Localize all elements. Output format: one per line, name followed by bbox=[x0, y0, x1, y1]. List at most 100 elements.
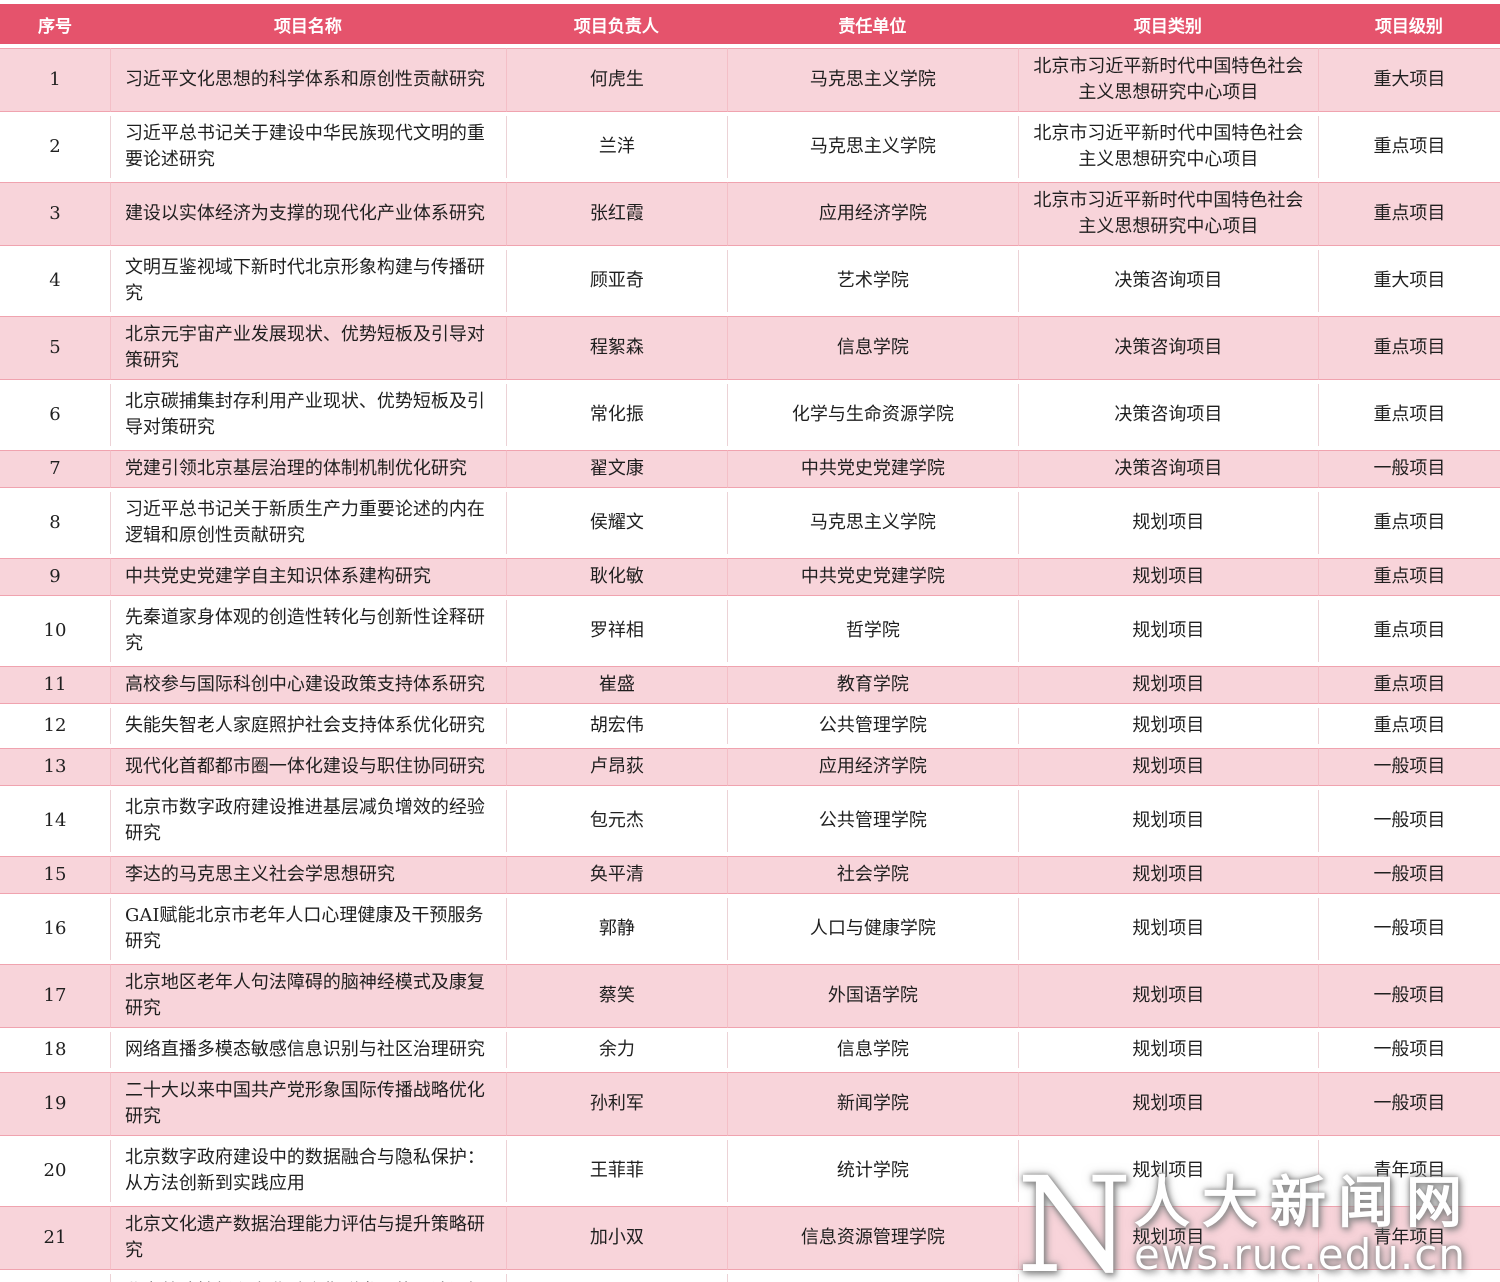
cell-category: 北京市习近平新时代中国特色社会主义思想研究中心项目 bbox=[1017, 116, 1318, 178]
cell-level: 重大项目 bbox=[1317, 250, 1500, 312]
cell-no: 15 bbox=[0, 856, 110, 894]
cell-category: 规划项目 bbox=[1017, 1072, 1318, 1136]
cell-name: 建设以实体经济为支撑的现代化产业体系研究 bbox=[109, 182, 506, 246]
cell-unit: 信息资源管理学院 bbox=[726, 1206, 1018, 1270]
cell-leader: 包元杰 bbox=[505, 790, 727, 852]
table-body: 1 习近平文化思想的科学体系和原创性贡献研究 何虎生 马克思主义学院 北京市习近… bbox=[0, 48, 1500, 1282]
cell-unit: 书报资料中心 bbox=[726, 1274, 1018, 1282]
cell-name: 李达的马克思主义社会学思想研究 bbox=[109, 856, 506, 894]
table-row: 10 先秦道家身体观的创造性转化与创新性诠释研究 罗祥相 哲学院 规划项目 重点… bbox=[0, 600, 1500, 662]
cell-level: 青年项目 bbox=[1317, 1140, 1500, 1202]
cell-unit: 中共党史党建学院 bbox=[726, 450, 1018, 488]
cell-unit: 马克思主义学院 bbox=[726, 116, 1018, 178]
column-header-level: 项目级别 bbox=[1317, 4, 1500, 44]
cell-category: 规划项目 bbox=[1017, 1206, 1318, 1270]
cell-level: 一般项目 bbox=[1317, 748, 1500, 786]
cell-category: 规划项目 bbox=[1017, 600, 1318, 662]
cell-category: 规划项目 bbox=[1017, 856, 1318, 894]
cell-category: 规划项目 bbox=[1017, 1032, 1318, 1068]
cell-category: 规划项目 bbox=[1017, 558, 1318, 596]
cell-no: 21 bbox=[0, 1206, 110, 1270]
cell-no: 11 bbox=[0, 666, 110, 704]
cell-no: 5 bbox=[0, 316, 110, 380]
cell-level: 重点项目 bbox=[1317, 558, 1500, 596]
cell-level: 重点项目 bbox=[1317, 384, 1500, 446]
cell-no: 6 bbox=[0, 384, 110, 446]
table-row: 9 中共党史党建学自主知识体系建构研究 耿化敏 中共党史党建学院 规划项目 重点… bbox=[0, 558, 1500, 596]
cell-level: 一般项目 bbox=[1317, 790, 1500, 852]
cell-level: 重点项目 bbox=[1317, 316, 1500, 380]
cell-level: 青年项目 bbox=[1317, 1206, 1500, 1270]
cell-unit: 艺术学院 bbox=[726, 250, 1018, 312]
cell-unit: 化学与生命资源学院 bbox=[726, 384, 1018, 446]
cell-leader: 奂平清 bbox=[505, 856, 727, 894]
cell-name: 习近平总书记关于建设中华民族现代文明的重要论述研究 bbox=[109, 116, 506, 178]
cell-level: 青年项目 bbox=[1317, 1274, 1500, 1282]
cell-leader: 翟文康 bbox=[505, 450, 727, 488]
cell-category: 规划项目 bbox=[1017, 1140, 1318, 1202]
cell-name: 中共党史党建学自主知识体系建构研究 bbox=[109, 558, 506, 596]
cell-no: 18 bbox=[0, 1032, 110, 1068]
cell-leader: 崔盛 bbox=[505, 666, 727, 704]
column-header-leader: 项目负责人 bbox=[505, 4, 727, 44]
column-header-no: 序号 bbox=[0, 4, 110, 44]
table-row: 16 GAI赋能北京市老年人口心理健康及干预服务研究 郭静 人口与健康学院 规划… bbox=[0, 898, 1500, 960]
cell-category: 决策咨询项目 bbox=[1017, 250, 1318, 312]
cell-no: 10 bbox=[0, 600, 110, 662]
cell-no: 16 bbox=[0, 898, 110, 960]
cell-leader: 罗祥相 bbox=[505, 600, 727, 662]
table-row: 14 北京市数字政府建设推进基层减负增效的经验研究 包元杰 公共管理学院 规划项… bbox=[0, 790, 1500, 852]
cell-leader: 余力 bbox=[505, 1032, 727, 1068]
cell-level: 重点项目 bbox=[1317, 116, 1500, 178]
cell-unit: 中共党史党建学院 bbox=[726, 558, 1018, 596]
table-row: 2 习近平总书记关于建设中华民族现代文明的重要论述研究 兰洋 马克思主义学院 北… bbox=[0, 116, 1500, 178]
cell-level: 一般项目 bbox=[1317, 1072, 1500, 1136]
cell-no: 20 bbox=[0, 1140, 110, 1202]
cell-category: 决策咨询项目 bbox=[1017, 450, 1318, 488]
cell-leader: 孙利军 bbox=[505, 1072, 727, 1136]
table-row: 19 二十大以来中国共产党形象国际传播战略优化研究 孙利军 新闻学院 规划项目 … bbox=[0, 1072, 1500, 1136]
cell-no: 12 bbox=[0, 708, 110, 744]
cell-name: 二十大以来中国共产党形象国际传播战略优化研究 bbox=[109, 1072, 506, 1136]
cell-level: 一般项目 bbox=[1317, 856, 1500, 894]
cell-no: 17 bbox=[0, 964, 110, 1028]
cell-leader: 王菲菲 bbox=[505, 1140, 727, 1202]
cell-category: 规划项目 bbox=[1017, 790, 1318, 852]
column-header-category: 项目类别 bbox=[1017, 4, 1318, 44]
cell-unit: 公共管理学院 bbox=[726, 708, 1018, 744]
cell-level: 重大项目 bbox=[1317, 48, 1500, 112]
cell-unit: 马克思主义学院 bbox=[726, 48, 1018, 112]
cell-category: 规划项目 bbox=[1017, 898, 1318, 960]
cell-name: 现代化首都都市圈一体化建设与职住协同研究 bbox=[109, 748, 506, 786]
cell-no: 13 bbox=[0, 748, 110, 786]
header-row: 序号 项目名称 项目负责人 责任单位 项目类别 项目级别 bbox=[0, 4, 1500, 44]
cell-leader: 郭静 bbox=[505, 898, 727, 960]
table-row: 8 习近平总书记关于新质生产力重要论述的内在逻辑和原创性贡献研究 侯耀文 马克思… bbox=[0, 492, 1500, 554]
cell-level: 一般项目 bbox=[1317, 964, 1500, 1028]
cell-category: 规划项目 bbox=[1017, 748, 1318, 786]
cell-name: 习近平总书记关于新质生产力重要论述的内在逻辑和原创性贡献研究 bbox=[109, 492, 506, 554]
table-row: 4 文明互鉴视域下新时代北京形象构建与传播研究 顾亚奇 艺术学院 决策咨询项目 … bbox=[0, 250, 1500, 312]
cell-category: 北京市习近平新时代中国特色社会主义思想研究中心项目 bbox=[1017, 48, 1318, 112]
cell-name: 习近平文化思想的科学体系和原创性贡献研究 bbox=[109, 48, 506, 112]
cell-unit: 信息学院 bbox=[726, 316, 1018, 380]
cell-leader: 兰洋 bbox=[505, 116, 727, 178]
cell-unit: 外国语学院 bbox=[726, 964, 1018, 1028]
cell-leader: 耿化敏 bbox=[505, 558, 727, 596]
cell-no: 3 bbox=[0, 182, 110, 246]
table-row: 15 李达的马克思主义社会学思想研究 奂平清 社会学院 规划项目 一般项目 bbox=[0, 856, 1500, 894]
cell-name: 北京碳捕集封存利用产业现状、优势短板及引导对策研究 bbox=[109, 384, 506, 446]
cell-category: 决策咨询项目 bbox=[1017, 316, 1318, 380]
column-header-unit: 责任单位 bbox=[726, 4, 1018, 44]
cell-unit: 统计学院 bbox=[726, 1140, 1018, 1202]
cell-name: 高校参与国际科创中心建设政策支持体系研究 bbox=[109, 666, 506, 704]
cell-name: 北京地区老年人句法障碍的脑神经模式及康复研究 bbox=[109, 964, 506, 1028]
cell-level: 重点项目 bbox=[1317, 666, 1500, 704]
cell-leader: 何虎生 bbox=[505, 48, 727, 112]
table-header: 序号 项目名称 项目负责人 责任单位 项目类别 项目级别 bbox=[0, 4, 1500, 44]
column-header-name: 项目名称 bbox=[109, 4, 506, 44]
cell-unit: 社会学院 bbox=[726, 856, 1018, 894]
cell-no: 4 bbox=[0, 250, 110, 312]
